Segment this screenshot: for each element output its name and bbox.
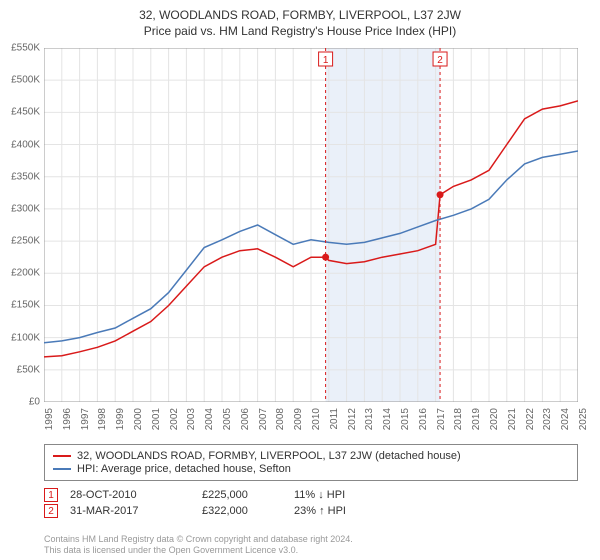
y-tick-label: £50K <box>17 364 40 375</box>
y-axis-labels: £0£50K£100K£150K£200K£250K£300K£350K£400… <box>0 48 42 402</box>
y-tick-label: £0 <box>29 397 40 408</box>
x-tick-label: 2017 <box>436 408 447 430</box>
footer: Contains HM Land Registry data © Crown c… <box>44 534 578 556</box>
x-tick-label: 2002 <box>169 408 180 430</box>
x-tick-label: 2015 <box>400 408 411 430</box>
x-tick-label: 2025 <box>578 408 589 430</box>
plot-svg: 12 <box>44 48 578 402</box>
x-tick-label: 2011 <box>329 408 340 430</box>
sale-row: 2 31-MAR-2017 £322,000 23% ↑ HPI <box>44 504 578 518</box>
y-tick-label: £500K <box>11 75 40 86</box>
x-tick-label: 2024 <box>560 408 571 430</box>
x-tick-label: 2008 <box>275 408 286 430</box>
x-tick-label: 2000 <box>133 408 144 430</box>
titles: 32, WOODLANDS ROAD, FORMBY, LIVERPOOL, L… <box>0 0 600 38</box>
sale-marker-dot <box>437 191 444 198</box>
y-tick-label: £200K <box>11 268 40 279</box>
x-tick-label: 1997 <box>80 408 91 430</box>
y-tick-label: £450K <box>11 107 40 118</box>
x-tick-label: 2019 <box>471 408 482 430</box>
x-tick-label: 2020 <box>489 408 500 430</box>
sale-row: 1 28-OCT-2010 £225,000 11% ↓ HPI <box>44 488 578 502</box>
sale-price: £322,000 <box>202 505 282 517</box>
x-tick-label: 1999 <box>115 408 126 430</box>
x-tick-label: 2021 <box>507 408 518 430</box>
sale-delta: 23% ↑ HPI <box>294 505 394 517</box>
sales-table: 1 28-OCT-2010 £225,000 11% ↓ HPI 2 31-MAR-201… <box>44 486 578 520</box>
y-tick-label: £550K <box>11 43 40 54</box>
x-tick-label: 2016 <box>418 408 429 430</box>
x-tick-label: 1996 <box>62 408 73 430</box>
legend-label: 32, WOODLANDS ROAD, FORMBY, LIVERPOOL, L… <box>77 450 461 462</box>
x-tick-label: 2018 <box>453 408 464 430</box>
x-tick-label: 2014 <box>382 408 393 430</box>
x-tick-label: 2003 <box>186 408 197 430</box>
title-main: 32, WOODLANDS ROAD, FORMBY, LIVERPOOL, L… <box>0 8 600 22</box>
x-tick-label: 2006 <box>240 408 251 430</box>
x-axis-labels: 1995 1996 1997 1998 1999 2000 2001 2002 2003 2004… <box>44 404 578 434</box>
legend-swatch <box>53 455 71 457</box>
y-tick-label: £150K <box>11 300 40 311</box>
y-tick-label: £400K <box>11 139 40 150</box>
x-tick-label: 2013 <box>364 408 375 430</box>
chart-container: 32, WOODLANDS ROAD, FORMBY, LIVERPOOL, L… <box>0 0 600 560</box>
x-tick-label: 2005 <box>222 408 233 430</box>
y-tick-label: £300K <box>11 203 40 214</box>
x-tick-label: 2023 <box>542 408 553 430</box>
x-tick-label: 1998 <box>97 408 108 430</box>
sale-number-box: 1 <box>44 488 58 502</box>
sale-marker-dot <box>322 254 329 261</box>
legend-swatch <box>53 468 71 470</box>
y-tick-label: £250K <box>11 236 40 247</box>
title-sub: Price paid vs. HM Land Registry's House … <box>0 24 600 38</box>
footer-line-2: This data is licensed under the Open Gov… <box>44 545 578 556</box>
sale-date: 28-OCT-2010 <box>70 489 190 501</box>
x-tick-label: 2009 <box>293 408 304 430</box>
x-tick-label: 2010 <box>311 408 322 430</box>
x-tick-label: 1995 <box>44 408 55 430</box>
y-tick-label: £100K <box>11 332 40 343</box>
sale-marker-number: 1 <box>323 55 329 66</box>
x-tick-label: 2022 <box>525 408 536 430</box>
sale-date: 31-MAR-2017 <box>70 505 190 517</box>
legend-row: 32, WOODLANDS ROAD, FORMBY, LIVERPOOL, L… <box>53 450 569 462</box>
x-tick-label: 2001 <box>151 408 162 430</box>
legend-row: HPI: Average price, detached house, Seft… <box>53 463 569 475</box>
sale-delta: 11% ↓ HPI <box>294 489 394 501</box>
chart-area: 12 <box>44 48 578 402</box>
sale-number-box: 2 <box>44 504 58 518</box>
x-tick-label: 2007 <box>258 408 269 430</box>
sale-price: £225,000 <box>202 489 282 501</box>
x-tick-label: 2004 <box>204 408 215 430</box>
footer-line-1: Contains HM Land Registry data © Crown c… <box>44 534 578 545</box>
legend: 32, WOODLANDS ROAD, FORMBY, LIVERPOOL, L… <box>44 444 578 481</box>
y-tick-label: £350K <box>11 171 40 182</box>
sale-marker-number: 2 <box>437 55 443 66</box>
legend-label: HPI: Average price, detached house, Seft… <box>77 463 291 475</box>
x-tick-label: 2012 <box>347 408 358 430</box>
